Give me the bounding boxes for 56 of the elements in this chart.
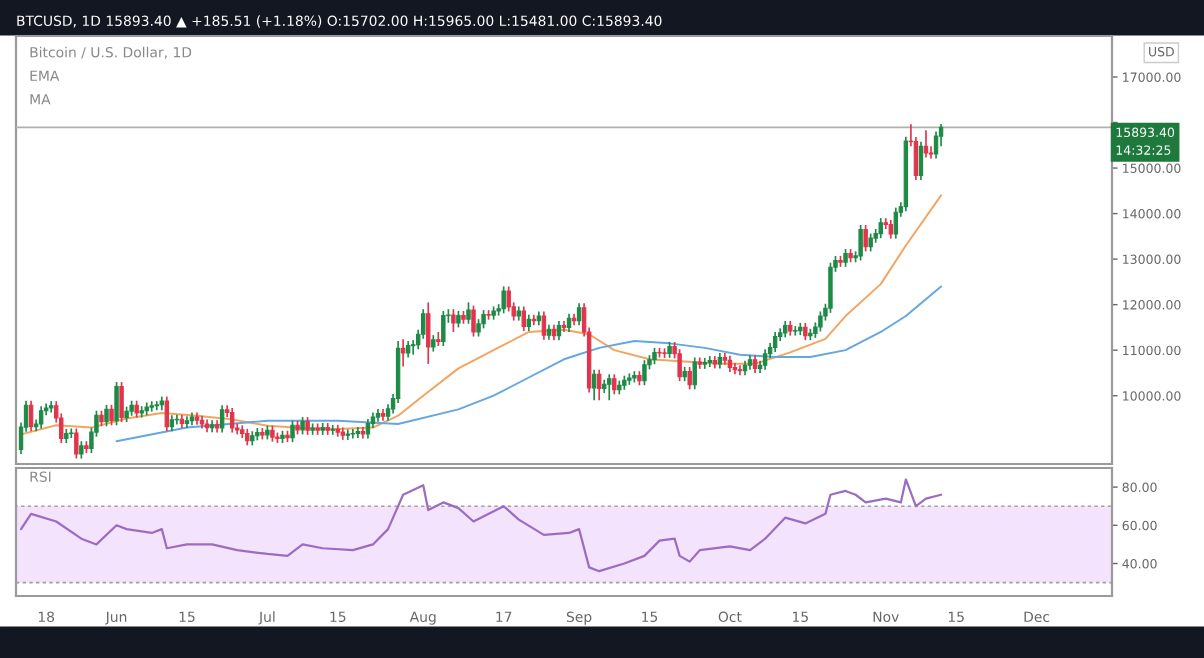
candlestick — [591, 368, 597, 402]
candlestick — [687, 366, 692, 391]
candlestick — [229, 407, 235, 434]
candlestick — [888, 219, 894, 240]
candlestick — [400, 338, 406, 368]
candlestick — [506, 285, 511, 313]
candlestick — [345, 428, 351, 441]
candlestick — [596, 368, 602, 402]
candlestick — [677, 348, 682, 382]
candlestick — [878, 217, 883, 239]
candlestick — [74, 427, 79, 460]
candlestick — [933, 130, 939, 160]
candlestick — [104, 403, 109, 428]
candlestick — [350, 428, 356, 440]
candlestick — [576, 302, 582, 326]
candlestick — [426, 301, 431, 365]
line-series — [115, 285, 943, 443]
candlestick — [119, 381, 124, 423]
candlestick — [365, 418, 371, 440]
candlestick — [471, 304, 476, 338]
candlestick — [863, 224, 868, 253]
candlestick — [772, 331, 778, 353]
candlestick — [330, 424, 335, 436]
candlestick — [521, 305, 526, 332]
candlestick — [541, 310, 547, 341]
candlestick — [556, 320, 562, 341]
candlestick — [219, 404, 225, 434]
candlestick — [466, 301, 471, 325]
candlestick — [451, 308, 456, 333]
candlestick — [818, 310, 823, 333]
candlestick — [566, 312, 572, 333]
candlestick — [154, 400, 159, 412]
candlestick — [481, 309, 486, 330]
candlestick — [893, 206, 899, 240]
candlestick — [38, 405, 44, 430]
candlestick — [828, 261, 833, 314]
candlestick — [923, 129, 929, 159]
candlestick — [109, 403, 114, 427]
candlestick — [607, 373, 612, 402]
candlestick — [918, 140, 924, 181]
candlestick — [28, 399, 34, 433]
candlestick — [149, 400, 154, 413]
candlestick — [858, 224, 863, 262]
candlestick — [436, 331, 441, 347]
candlestick — [69, 427, 74, 439]
candlestick — [501, 285, 506, 315]
candlestick — [612, 373, 617, 396]
candlestick — [290, 419, 295, 443]
candlestick — [737, 364, 743, 377]
candlestick — [692, 356, 697, 391]
candlestick — [114, 381, 119, 427]
candlestick — [642, 359, 647, 387]
line-series — [19, 478, 943, 573]
candlestick — [441, 310, 446, 347]
candlestick — [793, 325, 798, 337]
candlestick — [762, 348, 768, 371]
